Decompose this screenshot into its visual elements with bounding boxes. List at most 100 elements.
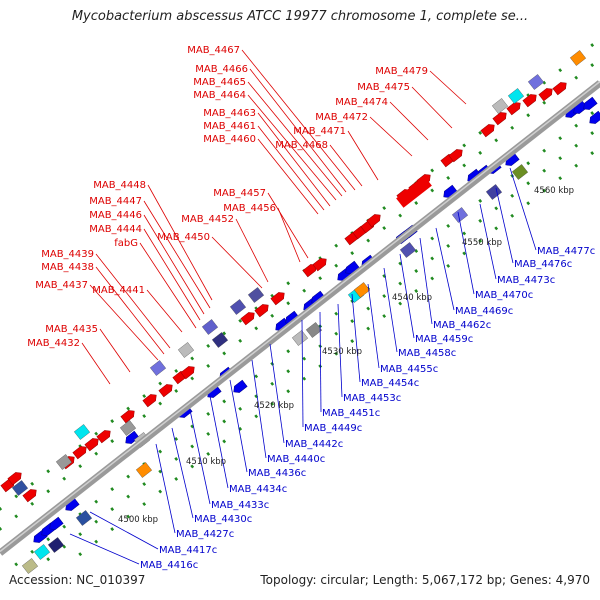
forward-gene-large [396,176,432,208]
tick-dot [350,319,355,324]
forward-gene-label: MAB_4437 [35,280,88,291]
tick-dot [238,338,243,343]
forward-gene-label: MAB_4448 [93,180,146,191]
tick-dot [110,507,115,512]
tick-dot [126,406,131,411]
gene-block [211,332,229,348]
gene-block [527,74,545,90]
tick-dot [526,201,531,206]
leader-line [479,203,497,280]
tick-dot [62,524,67,529]
tick-dot [542,188,547,193]
leader-line [143,228,201,321]
tick-dot [398,301,403,306]
leader-line [189,409,211,505]
leader-line [457,211,475,295]
chromosome-backbone [0,80,600,556]
gene-block [569,50,587,66]
gene-block [305,322,323,338]
gene-block [507,88,525,104]
tick-dot [222,439,227,444]
forward-gene-label: MAB_4435 [45,324,98,335]
leader-line [429,70,467,105]
leader-line [247,81,343,197]
forward-gene-label: MAB_4472 [315,112,368,123]
forward-gene-label: MAB_4457 [213,188,266,199]
tick-dot [142,482,147,487]
tick-dot [574,123,579,128]
leader-line [277,207,301,263]
leader-line [301,319,304,428]
reverse-gene-label: MAB_4458c [398,348,456,359]
forward-gene-label: MAB_4438 [41,262,94,273]
gene-block [135,462,153,478]
tick-dot [446,243,451,248]
tick-dot [206,431,211,436]
leader-line [89,284,159,361]
tick-dot [526,161,531,166]
gene-block [73,424,91,440]
tick-dot [430,236,435,241]
forward-gene-label: MAB_4465 [193,77,246,88]
tick-dot [350,251,355,256]
gene-block [353,282,371,298]
tick-dot [158,469,163,474]
gene-block [149,360,167,376]
tick-dot [30,481,35,486]
leader-line [351,293,361,383]
reverse-gene-label: MAB_4477c [537,246,595,257]
leader-line [337,303,343,398]
genome-summary-text: Topology: circular; Length: 5,067,172 bp… [260,573,590,587]
tick-dot [430,276,435,281]
gene-block [485,184,503,200]
forward-gene [448,149,463,163]
tick-dot [94,499,99,504]
tick-dot [158,489,163,494]
tick-dot [126,474,131,479]
reverse-gene-label: MAB_4433c [211,500,269,511]
tick-dot [206,363,211,368]
gene-labels: MAB_4467 MAB_4466 MAB_4465 MAB_4464 MAB_4463… [27,45,595,571]
leader-line [81,342,111,385]
reverse-gene [345,260,360,274]
reverse-gene-label: MAB_4416c [140,560,198,571]
reverse-gene-label: MAB_4469c [455,306,513,317]
leader-line [495,187,514,264]
tick-dot [350,339,355,344]
tick-dot [558,136,563,141]
tick-dot [190,424,195,429]
label-leader-lines [69,49,537,565]
tick-dot [94,431,99,436]
forward-gene-label: MAB_4461 [203,121,256,132]
forward-gene [96,430,111,444]
tick-dot [398,281,403,286]
tick-dot [590,43,595,48]
forward-gene-label: MAB_4464 [193,90,246,101]
gene-block [47,537,65,553]
tick-label: 4550 kbp [462,238,502,248]
reverse-gene-label: MAB_4476c [514,259,572,270]
gene-block [55,454,73,470]
tick-dot [158,449,163,454]
tick-dot [478,198,483,203]
tick-dot [494,206,499,211]
reverse-gene-label: MAB_4436c [248,468,306,479]
tick-dot [110,419,115,424]
forward-gene [22,489,37,503]
tick-dot [286,301,291,306]
reverse-gene-label: MAB_4427c [176,529,234,540]
gene-block [491,98,509,114]
leader-line [347,130,379,181]
tick-dot [510,213,515,218]
tick-dot [446,263,451,268]
tick-dot [478,238,483,243]
reverse-gene-label: MAB_4454c [361,378,419,389]
tick-dot [46,537,51,542]
tick-dot [542,148,547,153]
tick-dot [110,487,115,492]
reverse-gene-label: MAB_4434c [229,484,287,495]
leader-line [257,125,325,211]
forward-gene-label: MAB_4479 [375,66,428,77]
forward-gene [480,124,495,138]
